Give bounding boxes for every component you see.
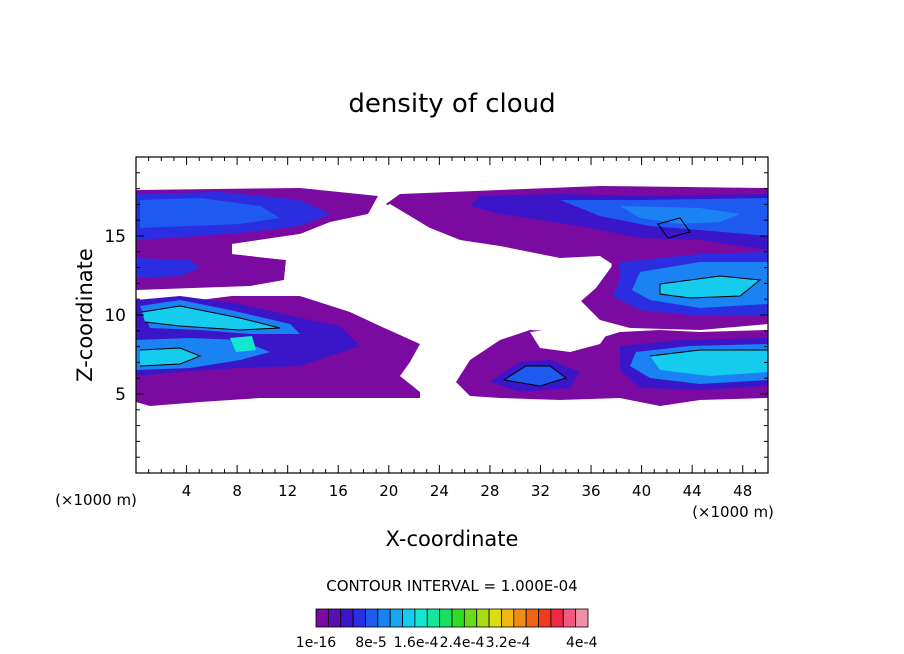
cloud-layer-left-lower-3 xyxy=(142,306,280,330)
contour-line xyxy=(657,217,691,239)
y-tick-label: 15 xyxy=(104,227,126,247)
x-axis-units-left: (×1000 m) xyxy=(55,491,137,509)
colorbar-swatch xyxy=(476,608,490,628)
contour-line xyxy=(659,275,762,299)
colorbar-label: 2.4e-4 xyxy=(440,635,485,651)
x-tick-label: 20 xyxy=(379,482,398,500)
colorbar-label: 1.6e-4 xyxy=(394,635,439,651)
x-tick-label: 4 xyxy=(182,482,192,500)
colorbar-swatch xyxy=(340,608,354,628)
x-axis: 4 8 12 16 20 24 28 32 36 40 44 48 xyxy=(148,157,756,500)
contour-lines xyxy=(139,217,768,387)
colorbar-swatch xyxy=(538,608,552,628)
x-tick-label: 8 xyxy=(232,482,242,500)
colorbar-swatch xyxy=(365,608,379,628)
x-tick-label: 48 xyxy=(733,482,752,500)
colorbar-swatch xyxy=(513,608,527,628)
cloud-layer-upper-right-6 xyxy=(660,276,760,298)
x-tick-label: 44 xyxy=(683,482,702,500)
y-tick-label: 10 xyxy=(104,306,126,326)
colorbar-swatch xyxy=(327,608,342,628)
contour-interval-label: CONTOUR INTERVAL = 1.000E-04 xyxy=(326,577,577,595)
cloud-layer-upper-left-3 xyxy=(136,258,200,278)
colorbar xyxy=(315,608,589,628)
chart-title: density of cloud xyxy=(348,89,555,119)
colorbar-swatch xyxy=(488,608,502,628)
colorbar-label: 8e-5 xyxy=(355,635,386,651)
contour-line xyxy=(649,349,768,357)
colorbar-swatch xyxy=(463,608,478,628)
colorbar-swatch xyxy=(525,608,539,628)
colorbar-swatch xyxy=(426,608,441,628)
x-tick-label: 36 xyxy=(581,482,600,500)
x-tick-label: 12 xyxy=(278,482,297,500)
cloud-free-gap-lower-mid xyxy=(530,326,610,352)
x-tick-label: 32 xyxy=(531,482,550,500)
cloud-layer-lower-right-2 xyxy=(504,366,566,386)
colorbar-swatch xyxy=(389,608,403,628)
colorbar-swatch xyxy=(439,608,453,628)
cloud-layer-upper-right-3 xyxy=(620,206,740,224)
cloud-free-gap-center xyxy=(232,204,612,390)
colorbar-label: 3.2e-4 xyxy=(486,635,531,651)
x-axis-label: X-coordinate xyxy=(386,527,519,551)
contour-line xyxy=(141,305,281,331)
colorbar-swatch xyxy=(575,608,589,628)
colorbar-label: 1e-16 xyxy=(296,635,336,651)
colorbar-swatch xyxy=(414,608,428,628)
cloud-layer-lower-right-5 xyxy=(650,350,768,376)
x-tick-label: 16 xyxy=(329,482,348,500)
colorbar-swatch xyxy=(377,608,391,628)
colorbar-label: 4e-4 xyxy=(566,635,598,651)
colorbar-swatch xyxy=(451,608,465,628)
cloud-density-field xyxy=(136,186,768,406)
colorbar-swatch xyxy=(501,608,515,628)
y-tick-label: 5 xyxy=(115,385,126,405)
x-axis-units-right: (×1000 m) xyxy=(692,503,774,521)
y-axis: 5 10 15 xyxy=(104,172,768,458)
colorbar-swatch xyxy=(562,608,577,628)
contour-line xyxy=(139,347,202,367)
x-tick-label: 40 xyxy=(632,482,651,500)
colorbar-swatch xyxy=(402,608,416,628)
colorbar-swatch xyxy=(550,608,564,628)
colorbar-labels: 1e-16 8e-5 1.6e-4 2.4e-4 3.2e-4 4e-4 xyxy=(296,635,598,651)
cloud-layer-left-lower-6 xyxy=(230,336,256,352)
contour-line xyxy=(502,365,568,387)
cloud-layer-upper-left-2 xyxy=(140,198,280,228)
colorbar-swatch xyxy=(315,608,329,628)
y-axis-label: Z-coordinate xyxy=(73,248,97,382)
x-tick-label: 24 xyxy=(430,482,449,500)
x-tick-label: 28 xyxy=(480,482,499,500)
colorbar-swatch xyxy=(352,608,366,628)
